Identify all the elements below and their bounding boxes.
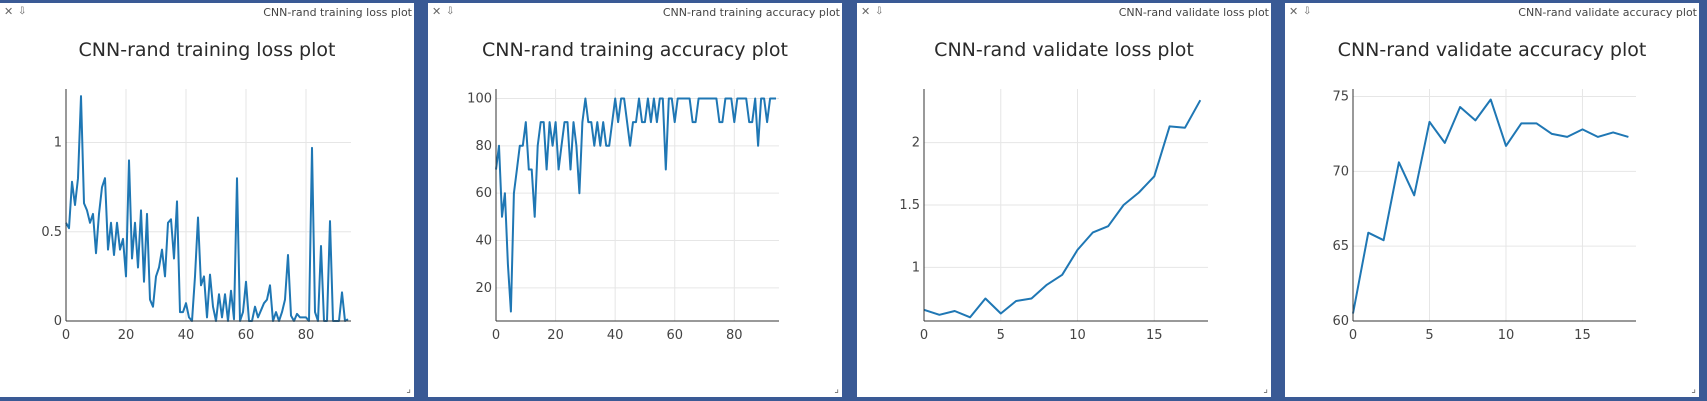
panel-title-bar[interactable]: ✕ ⇩ CNN-rand training loss plot xyxy=(0,3,414,23)
x-tick-label: 5 xyxy=(1425,328,1433,343)
x-tick-label: 5 xyxy=(997,328,1005,343)
x-tick-label: 15 xyxy=(1146,328,1163,343)
panel-training-loss: ✕ ⇩ CNN-rand training loss plot CNN-rand… xyxy=(0,3,414,397)
y-tick-label: 40 xyxy=(475,234,492,249)
x-tick-label: 80 xyxy=(298,328,315,343)
panel-validate-accuracy: ✕ ⇩ CNN-rand validate accuracy plot CNN-… xyxy=(1285,3,1699,397)
series-line xyxy=(923,99,1202,319)
panel-training-accuracy: ✕ ⇩ CNN-rand training accuracy plot CNN-… xyxy=(428,3,842,397)
x-tick-label: 15 xyxy=(1574,328,1591,343)
close-icon[interactable]: ✕ xyxy=(861,5,871,18)
x-tick-label: 80 xyxy=(726,328,743,343)
x-tick-label: 40 xyxy=(607,328,624,343)
chart-title: CNN-rand training accuracy plot xyxy=(482,39,788,61)
pin-icon[interactable]: ⇩ xyxy=(875,6,884,17)
resize-handle-icon[interactable]: ⌟ xyxy=(1691,384,1696,395)
x-tick-label: 10 xyxy=(1069,328,1086,343)
panel-title-bar[interactable]: ✕ ⇩ CNN-rand validate loss plot xyxy=(857,3,1271,23)
y-tick-label: 1 xyxy=(912,260,920,275)
chart-title: CNN-rand training loss plot xyxy=(79,39,336,61)
resize-handle-icon[interactable]: ⌟ xyxy=(406,384,411,395)
chart-title: CNN-rand validate loss plot xyxy=(934,39,1194,61)
close-icon[interactable]: ✕ xyxy=(432,5,442,18)
window-title: CNN-rand validate loss plot xyxy=(1118,6,1269,19)
x-tick-label: 0 xyxy=(62,328,70,343)
x-tick-label: 20 xyxy=(118,328,135,343)
series-line xyxy=(65,95,349,322)
chart-title: CNN-rand validate accuracy plot xyxy=(1338,39,1647,61)
y-tick-label: 100 xyxy=(467,91,492,106)
y-tick-label: 80 xyxy=(475,139,492,154)
close-icon[interactable]: ✕ xyxy=(4,5,14,18)
y-tick-label: 70 xyxy=(1332,164,1349,179)
x-tick-label: 60 xyxy=(666,328,683,343)
y-tick-label: 2 xyxy=(912,136,920,151)
resize-handle-icon[interactable]: ⌟ xyxy=(834,384,839,395)
training-loss-chart: CNN-rand training loss plot 0 20 40 60 80 0 0.5… xyxy=(41,39,351,343)
y-tick-label: 0 xyxy=(54,314,62,329)
window-title: CNN-rand training accuracy plot xyxy=(662,6,840,19)
y-tick-label: 1 xyxy=(54,136,62,151)
x-tick-label: 10 xyxy=(1498,328,1515,343)
y-tick-label: 60 xyxy=(1332,314,1349,329)
x-tick-label: 40 xyxy=(178,328,195,343)
resize-handle-icon[interactable]: ⌟ xyxy=(1263,384,1268,395)
panel-title-bar[interactable]: ✕ ⇩ CNN-rand validate accuracy plot xyxy=(1285,3,1699,23)
x-tick-label: 20 xyxy=(547,328,564,343)
panel-validate-loss: ✕ ⇩ CNN-rand validate loss plot CNN-rand… xyxy=(857,3,1271,397)
window-title: CNN-rand validate accuracy plot xyxy=(1518,6,1697,19)
y-tick-label: 65 xyxy=(1332,239,1349,254)
y-tick-label: 75 xyxy=(1332,89,1349,104)
y-tick-label: 20 xyxy=(475,281,492,296)
y-tick-label: 60 xyxy=(475,186,492,201)
close-icon[interactable]: ✕ xyxy=(1289,5,1299,18)
training-accuracy-chart: CNN-rand training accuracy plot 0 20 40 60 80… xyxy=(467,39,788,343)
x-tick-label: 0 xyxy=(920,328,928,343)
pin-icon[interactable]: ⇩ xyxy=(18,6,27,17)
x-tick-label: 0 xyxy=(492,328,500,343)
series-line xyxy=(495,97,776,313)
panel-title-bar[interactable]: ✕ ⇩ CNN-rand training accuracy plot xyxy=(428,3,842,23)
validate-accuracy-chart: CNN-rand validate accuracy plot 0 5 10 15 60 6… xyxy=(1332,39,1647,343)
validate-loss-chart: CNN-rand validate loss plot 0 5 10 15 1 1.5 2 xyxy=(899,39,1208,343)
y-tick-label: 1.5 xyxy=(899,198,920,213)
series-line xyxy=(1352,98,1629,314)
window-title: CNN-rand training loss plot xyxy=(263,6,412,19)
x-tick-label: 60 xyxy=(238,328,255,343)
pin-icon[interactable]: ⇩ xyxy=(1303,6,1312,17)
x-tick-label: 0 xyxy=(1349,328,1357,343)
pin-icon[interactable]: ⇩ xyxy=(446,6,455,17)
y-tick-label: 0.5 xyxy=(41,225,62,240)
